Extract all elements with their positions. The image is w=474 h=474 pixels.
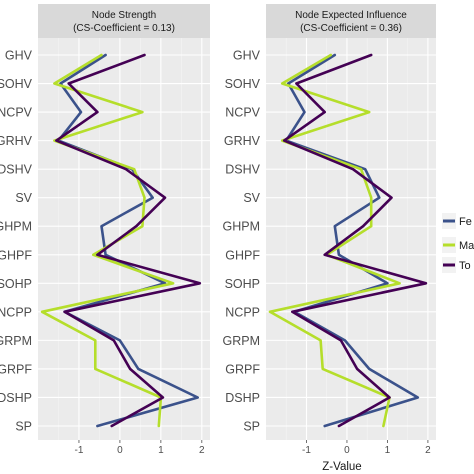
y-tick-label: GRPM xyxy=(223,334,261,348)
panel-0: Node Strength (CS-Coefficient = 0.13) GHV S… xyxy=(0,4,210,456)
series-line-2 xyxy=(55,53,202,428)
panel-subtitle: (CS-Coefficient = 0.13) xyxy=(73,23,175,34)
y-tick-label: NCPV xyxy=(0,106,33,120)
legend-item: To xyxy=(442,257,471,273)
series-line-2 xyxy=(282,53,428,428)
y-tick-label: SV xyxy=(243,191,260,205)
y-tick-label: GRPF xyxy=(225,362,260,376)
x-tick-label: -1 xyxy=(302,445,311,456)
y-tick-label: GHPM xyxy=(0,220,32,234)
y-tick-label: SOHV xyxy=(225,77,261,91)
y-tick-label: SOHV xyxy=(0,77,33,91)
y-tick-label: NCPV xyxy=(225,106,260,120)
legend: Fe Ma To xyxy=(442,213,474,273)
panel-title: Node Expected Influence xyxy=(295,10,407,21)
y-tick-label: SOHP xyxy=(225,277,260,291)
x-tick-label: 1 xyxy=(158,445,164,456)
y-tick-label: GRPF xyxy=(0,362,32,376)
legend-label: To xyxy=(459,260,471,272)
y-tick-label: GRPM xyxy=(0,334,32,348)
series-line-0 xyxy=(57,53,199,428)
panel-title: Node Strength xyxy=(92,10,157,21)
y-tick-label: GHV xyxy=(5,49,33,63)
y-tick-label: DSHP xyxy=(225,391,260,405)
y-tick-label: GHPF xyxy=(225,248,260,262)
y-tick-label: NCPP xyxy=(0,305,32,319)
y-tick-label: GHV xyxy=(233,49,261,63)
y-tick-label: SP xyxy=(243,420,260,434)
x-tick-label: 0 xyxy=(344,445,350,456)
y-tick-label: DSHP xyxy=(0,391,32,405)
y-tick-label: SOHP xyxy=(0,277,32,291)
series-line-1 xyxy=(268,53,401,428)
x-tick-label: 2 xyxy=(199,445,205,456)
x-tick-label: 0 xyxy=(117,445,123,456)
y-tick-label: DSHV xyxy=(225,163,260,177)
y-tick-label: GRHV xyxy=(224,134,261,148)
series-line-0 xyxy=(284,53,420,428)
legend-label: Fe xyxy=(459,216,472,228)
x-tick-label: -1 xyxy=(74,445,83,456)
panel-strip xyxy=(266,4,436,38)
y-tick-label: DSHV xyxy=(0,163,33,177)
y-tick-label: SP xyxy=(15,420,32,434)
y-tick-label: NCPP xyxy=(225,305,260,319)
y-tick-label: GHPM xyxy=(223,220,261,234)
panel-subtitle: (CS-Coefficient = 0.36) xyxy=(300,23,402,34)
panel-1: Node Expected Influence (CS-Coefficient =… xyxy=(223,4,436,456)
x-axis-title: Z-Value xyxy=(322,461,361,473)
legend-item: Fe xyxy=(442,213,472,229)
legend-item: Ma xyxy=(442,237,474,253)
panel-strip xyxy=(38,4,210,38)
y-tick-label: GRHV xyxy=(0,134,33,148)
chart-panels: Node Strength (CS-Coefficient = 0.13) GHV S… xyxy=(0,4,436,456)
legend-label: Ma xyxy=(459,240,474,252)
x-tick-label: 2 xyxy=(425,445,431,456)
y-tick-label: GHPF xyxy=(0,248,32,262)
x-tick-label: 1 xyxy=(385,445,391,456)
plot-background xyxy=(38,38,210,440)
y-tick-label: SV xyxy=(15,191,32,205)
